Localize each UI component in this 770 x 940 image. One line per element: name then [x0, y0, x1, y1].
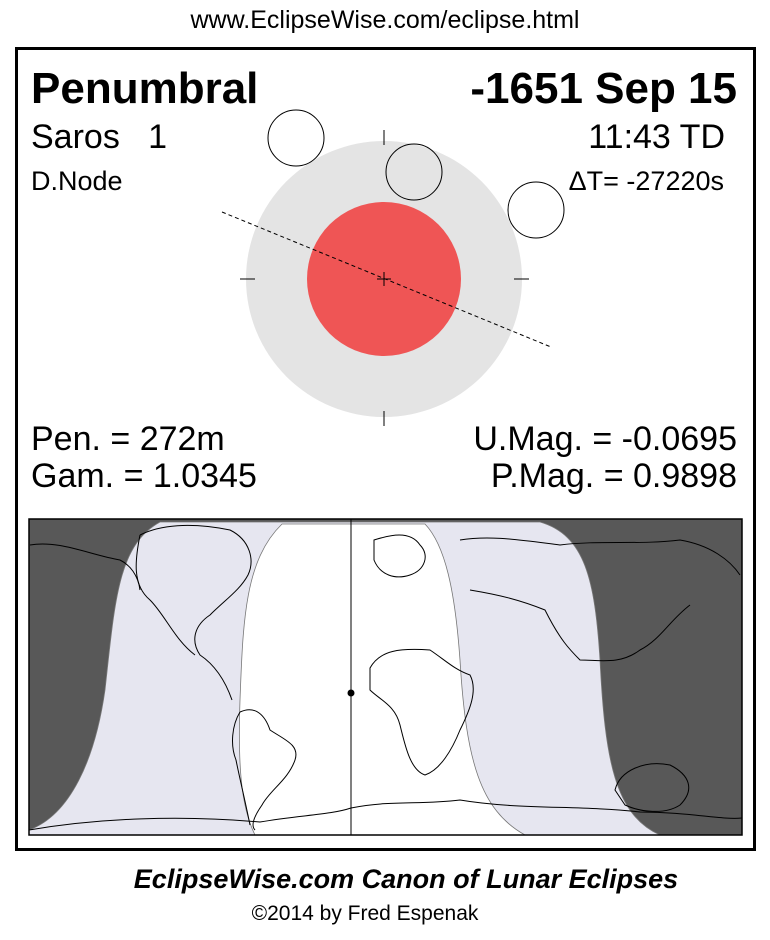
node-label: D.Node [31, 166, 123, 196]
penumbral-duration: Pen. = 272m [31, 420, 225, 458]
penumbral-magnitude: P.Mag. = 0.9898 [490, 457, 737, 495]
full-visibility-region [238, 523, 526, 835]
umbral-magnitude: U.Mag. = -0.0695 [473, 420, 737, 458]
saros-number: Saros 1 [31, 118, 168, 156]
axis-ticks [240, 130, 529, 426]
coastlines [29, 524, 742, 831]
gamma: Gam. = 1.0345 [31, 457, 257, 495]
moon-greatest-eclipse [385, 143, 443, 201]
visibility-map [28, 518, 743, 836]
eclipse-time: 11:43 TD [588, 118, 725, 156]
page-url: www.EclipseWise.com/eclipse.html [190, 6, 580, 34]
map-border [28, 518, 743, 836]
footer-copyright: ©2014 by Fred Espenak [251, 902, 479, 925]
eclipse-panel-frame [15, 47, 756, 851]
moon-first-contact [267, 109, 325, 167]
eclipse-type: Penumbral [31, 64, 259, 113]
moon-last-contact [507, 181, 565, 239]
delta-t: ΔT= -27220s [568, 166, 724, 196]
footer-title: EclipseWise.com Canon of Lunar Eclipses [133, 864, 679, 894]
sub-lunar-point [347, 689, 355, 697]
eclipse-date: -1651 Sep 15 [470, 64, 737, 113]
eclipse-geometry [221, 109, 565, 426]
